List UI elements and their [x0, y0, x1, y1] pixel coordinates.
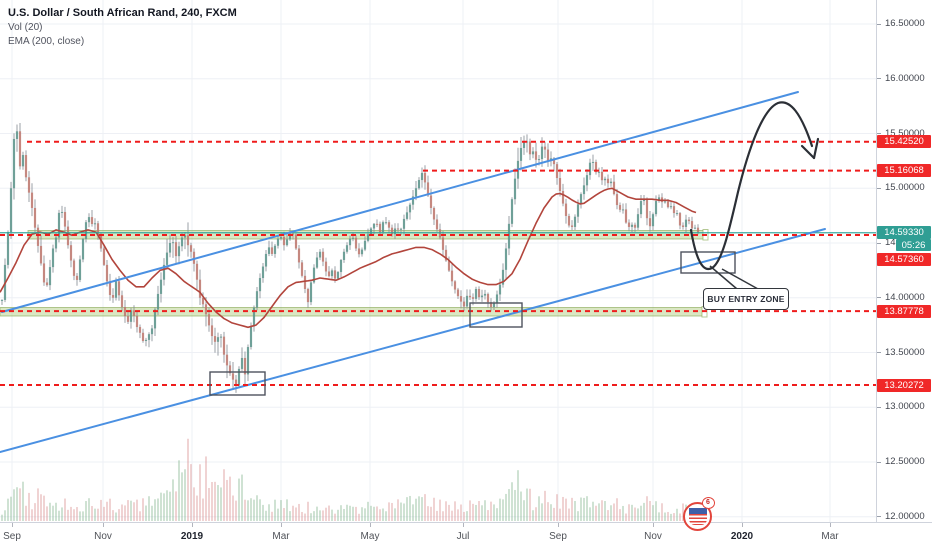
- price-tick-label: 12.00000: [885, 510, 925, 522]
- time-tick-mark: [558, 523, 559, 527]
- price-tick-label: 16.50000: [885, 18, 925, 29]
- annotation-rectangles[interactable]: [209, 251, 736, 396]
- time-tick-label: Nov: [644, 531, 662, 542]
- legend: U.S. Dollar / South African Rand, 240, F…: [8, 6, 237, 49]
- time-tick-label: 2020: [730, 531, 754, 542]
- price-tick-mark: [877, 133, 881, 134]
- time-tick-label: Sep: [549, 531, 567, 542]
- price-tick-mark: [877, 297, 881, 299]
- price-tick-mark: [877, 461, 881, 463]
- horizontal-price-levels[interactable]: [0, 140, 876, 387]
- time-tick-mark: [830, 523, 831, 527]
- us-flag-icon: [688, 507, 707, 514]
- time-tick-mark: [12, 523, 13, 527]
- price-tick-label: 15.00000: [885, 182, 925, 194]
- candlesticks: [0, 122, 700, 393]
- price-tick-mark: [877, 78, 881, 80]
- price-tick-mark: [877, 23, 881, 25]
- buy-entry-zone-callout[interactable]: BUY ENTRY ZONE: [703, 288, 789, 310]
- time-tick-label: Jul: [456, 531, 470, 542]
- price-axis[interactable]: 16.5000016.0000015.5000015.0000014.50000…: [877, 0, 932, 522]
- price-level-label: 13.20272: [877, 378, 931, 392]
- price-level-label: 14.57360: [877, 253, 931, 266]
- economic-event-icon[interactable]: 6: [682, 496, 715, 531]
- buy-entry-zone-label: BUY ENTRY ZONE: [707, 294, 785, 304]
- price-tick-label: 15.50000: [885, 127, 925, 139]
- time-tick-label: Nov: [94, 531, 112, 542]
- bar-countdown-label: 05:26: [896, 239, 931, 252]
- time-tick-mark: [192, 523, 193, 527]
- time-tick-label: Mar: [272, 531, 290, 542]
- time-axis[interactable]: Sep Nov 2019 Mar May Jul Sep Nov 2020 Mar: [0, 523, 932, 550]
- symbol-title[interactable]: U.S. Dollar / South African Rand, 240, F…: [8, 7, 237, 19]
- price-tick-mark: [877, 187, 881, 189]
- time-tick-mark: [370, 523, 371, 527]
- price-tick-label: 16.00000: [885, 72, 925, 84]
- projection-arrow[interactable]: [689, 101, 820, 271]
- callout-pointer: [709, 265, 759, 290]
- volume-histogram: [1, 438, 699, 521]
- time-tick-label: Mar: [821, 531, 839, 542]
- price-level-label: 13.87778: [877, 304, 931, 318]
- time-tick-mark: [742, 523, 743, 527]
- legend-volume-indicator[interactable]: Vol (20): [8, 22, 43, 33]
- price-tick-label: 12.50000: [885, 456, 925, 467]
- gridlines: [0, 0, 876, 522]
- event-count-badge: 6: [701, 496, 715, 509]
- price-tick-mark: [877, 516, 881, 518]
- price-tick-mark: [877, 242, 881, 244]
- price-tick-label: 14.00000: [885, 291, 925, 303]
- time-tick-label: May: [360, 531, 380, 542]
- time-tick-mark: [653, 523, 654, 527]
- current-price-label: 14.59330: [877, 226, 931, 240]
- us-flag-stripes: [688, 513, 707, 525]
- price-tick-label: 13.50000: [885, 346, 925, 358]
- time-tick-mark: [103, 523, 104, 527]
- trendlines[interactable]: [0, 91, 826, 453]
- time-tick-label: Sep: [3, 531, 21, 542]
- legend-ema-indicator[interactable]: EMA (200, close): [8, 36, 85, 47]
- price-tick-label: 13.00000: [885, 401, 925, 413]
- price-level-label: 15.16068: [877, 164, 931, 178]
- time-tick-mark: [281, 523, 282, 527]
- price-tick-mark: [877, 352, 881, 353]
- time-tick-mark: [463, 523, 464, 527]
- price-tick-mark: [877, 406, 881, 408]
- ema-line: [0, 187, 697, 329]
- time-tick-label: 2019: [180, 531, 204, 542]
- price-level-label: 15.42520: [877, 135, 931, 149]
